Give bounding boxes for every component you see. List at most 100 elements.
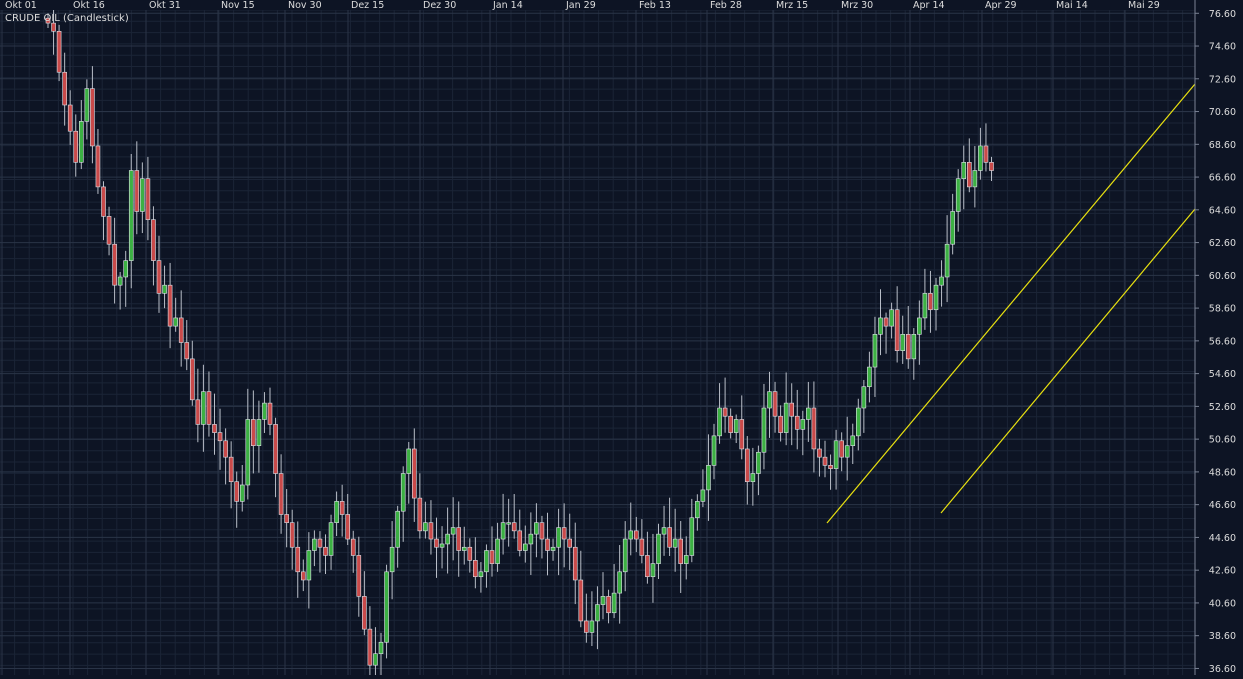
- candle-body: [550, 546, 556, 551]
- candles: [45, 0, 994, 679]
- candle-body: [722, 407, 728, 417]
- x-tick-label: Feb 13: [639, 0, 671, 11]
- candle-body: [112, 243, 117, 286]
- candle-body: [495, 538, 500, 564]
- candle-body: [617, 571, 622, 594]
- candle-body: [217, 432, 223, 442]
- candle-body: [628, 530, 634, 540]
- candle-body: [656, 533, 661, 564]
- candle-body: [939, 276, 944, 286]
- candle-body: [595, 604, 600, 622]
- candle-body: [428, 522, 434, 540]
- candle-body: [683, 555, 689, 564]
- candle-body: [62, 71, 67, 106]
- candle-body: [445, 533, 450, 545]
- y-tick-label: 76.60: [1209, 9, 1236, 20]
- candle-body: [317, 538, 323, 548]
- x-axis-band: [0, 0, 1243, 10]
- candle-body: [850, 435, 856, 446]
- candle-body: [228, 456, 234, 483]
- candle-body: [362, 596, 367, 630]
- candle-body: [778, 415, 783, 433]
- candle-body: [667, 527, 672, 548]
- candle-body: [323, 546, 328, 556]
- y-tick-label: 58.60: [1209, 304, 1236, 315]
- candle-body: [128, 170, 134, 261]
- candle-body: [567, 538, 573, 548]
- x-tick-label: Mai 14: [1056, 0, 1088, 11]
- candle-body: [961, 162, 967, 180]
- y-tick-label: 74.60: [1209, 42, 1236, 53]
- candle-body: [889, 309, 894, 327]
- y-tick-label: 36.60: [1209, 664, 1236, 675]
- candle-body: [373, 653, 378, 666]
- candle-body: [273, 424, 278, 474]
- candle-body: [978, 145, 983, 171]
- candle-body: [917, 317, 922, 335]
- candle-body: [789, 402, 795, 417]
- y-tick-label: 46.60: [1209, 500, 1236, 511]
- candle-body: [456, 527, 462, 551]
- candle-body: [256, 419, 262, 446]
- candle-body: [645, 555, 650, 578]
- candle-body: [384, 571, 389, 643]
- candle-body: [334, 501, 339, 523]
- candle-body: [84, 88, 90, 122]
- candle-body: [800, 419, 806, 430]
- candle-body: [284, 514, 289, 523]
- candle-body: [622, 538, 628, 573]
- candle-body: [711, 435, 717, 466]
- candle-body: [339, 501, 345, 515]
- candle-body: [212, 424, 217, 433]
- x-tick-label: Jan 29: [565, 0, 596, 11]
- candle-body: [289, 522, 295, 548]
- candle-body: [650, 563, 656, 578]
- candle-body: [611, 592, 617, 614]
- x-tick-label: Dez 30: [423, 0, 456, 11]
- candle-body: [944, 243, 950, 278]
- candle-body: [461, 546, 467, 551]
- candle-body: [883, 317, 889, 327]
- candle-body: [162, 284, 167, 294]
- candle-body: [484, 550, 489, 573]
- candle-body: [756, 451, 761, 474]
- y-tick-label: 38.60: [1209, 631, 1236, 642]
- candle-body: [855, 407, 861, 437]
- candle-body: [972, 170, 978, 188]
- x-tick-label: Mrz 30: [841, 0, 873, 11]
- candle-body: [478, 571, 484, 578]
- y-tick-label: 56.60: [1209, 336, 1236, 347]
- candle-body: [811, 407, 817, 450]
- y-tick-label: 64.60: [1209, 205, 1236, 216]
- candle-body: [717, 407, 722, 437]
- y-axis: 76.60 74.60 72.60 70.60 68.60 66.60 64.60 62.60…: [1194, 0, 1243, 675]
- candle-body: [267, 402, 273, 425]
- trendline-lower: [940, 208, 1196, 514]
- y-axis-band: [1195, 0, 1243, 675]
- candle-body: [406, 448, 412, 474]
- x-tick-label: Feb 28: [710, 0, 742, 11]
- candle-body: [328, 522, 334, 556]
- candle-body: [262, 402, 267, 420]
- candle-body: [151, 219, 156, 261]
- candle-body: [134, 170, 140, 212]
- x-axis: Okt 01 Okt 16 Okt 31 Nov 15 Nov 30 Dez 15 Dez …: [0, 0, 1243, 11]
- candle-body: [911, 334, 917, 360]
- candle-body: [295, 546, 301, 573]
- candle-body: [350, 538, 356, 556]
- candle-body: [578, 579, 584, 622]
- candle-body: [389, 546, 395, 573]
- candle-body: [600, 596, 606, 605]
- candle-body: [706, 465, 711, 491]
- candle-body: [473, 560, 478, 578]
- candle-body: [839, 440, 844, 458]
- candle-body: [983, 145, 989, 163]
- candle-body: [534, 522, 539, 535]
- chart-title: CRUDE OIL (Candlestick): [5, 13, 129, 24]
- y-tick-label: 70.60: [1209, 107, 1236, 118]
- candle-body: [467, 546, 473, 561]
- x-tick-label: Mrz 15: [776, 0, 808, 11]
- candle-body: [506, 522, 511, 525]
